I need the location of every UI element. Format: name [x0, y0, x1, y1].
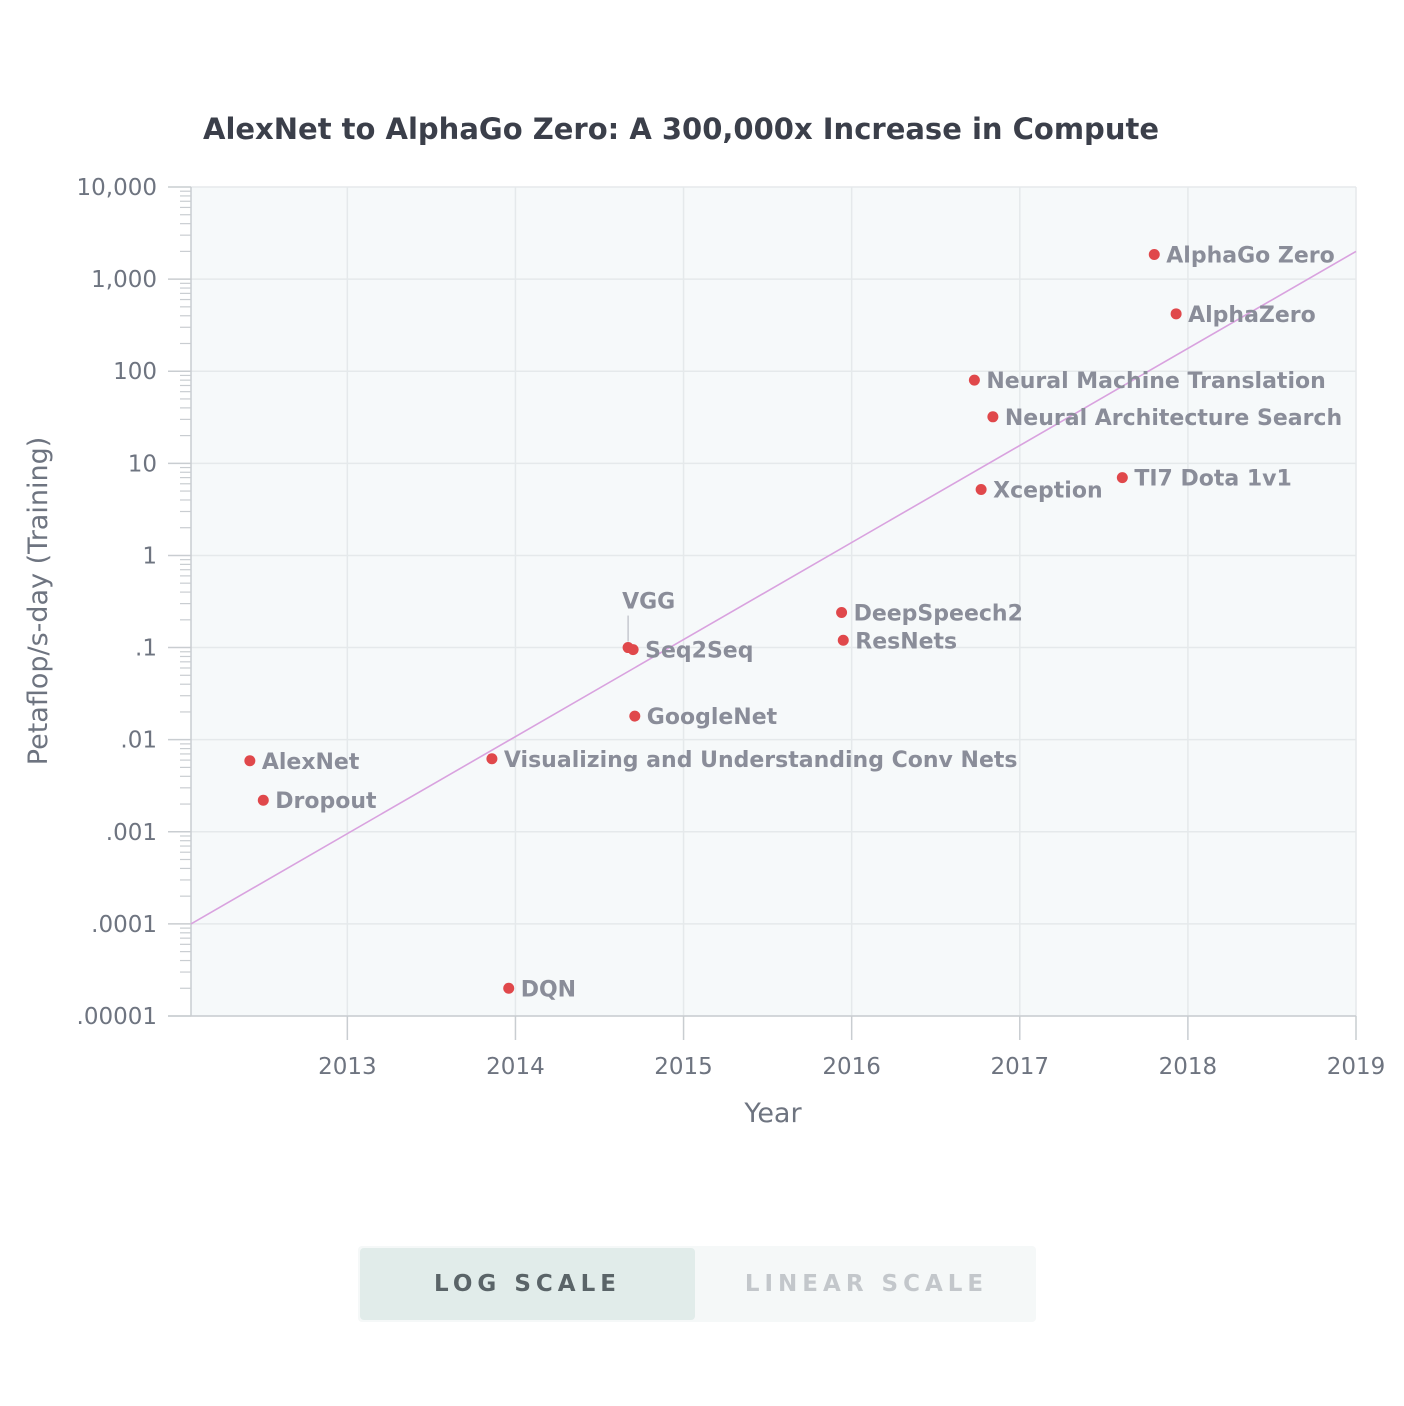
point-label: AlexNet [262, 750, 360, 775]
point-labels: AlexNet Dropout Visualizing and Understand… [262, 244, 1342, 1003]
y-tick-label: 100 [113, 359, 157, 385]
point-label: GoogleNet [647, 705, 778, 730]
y-axis-label: Petaflop/s-day (Training) [23, 437, 54, 765]
point-label: Neural Machine Translation [986, 369, 1325, 394]
y-tick-label: 1 [142, 543, 157, 569]
point-label: DeepSpeech2 [854, 602, 1023, 627]
x-tick-label: 2017 [991, 1054, 1050, 1080]
compute-scatter-chart: AlexNet to AlphaGo Zero: A 300,000x Incr… [23, 112, 1386, 1129]
point-label: Neural Architecture Search [1005, 406, 1342, 431]
data-point [975, 483, 987, 495]
log-scale-button[interactable]: LOG SCALE [360, 1248, 695, 1320]
point-label: VGG [622, 590, 675, 615]
point-label: Seq2Seq [645, 639, 753, 664]
point-label: AlphaZero [1188, 303, 1316, 328]
trend-line-group [190, 250, 1357, 925]
y-tick-label: .0001 [91, 912, 157, 938]
data-point [486, 753, 498, 765]
chart-title: AlexNet to AlphaGo Zero: A 300,000x Incr… [203, 112, 1159, 146]
y-tick-label: 10 [128, 451, 157, 477]
x-tick-label: 2014 [486, 1054, 545, 1080]
data-point [968, 374, 980, 386]
x-tick-label: 2013 [318, 1054, 377, 1080]
data-point [257, 794, 269, 806]
grid-lines [191, 186, 1357, 1017]
data-point [987, 411, 999, 423]
x-axis-label: Year [743, 1098, 802, 1129]
point-label: Xception [993, 478, 1103, 503]
linear-scale-button[interactable]: LINEAR SCALE [744, 1271, 989, 1297]
y-tick-label: .001 [106, 820, 157, 846]
point-label: ResNets [855, 629, 957, 654]
data-point [627, 644, 639, 656]
data-points [244, 249, 1182, 994]
axes: 10,000 1,000 100 10 1 .1 .01 .001 .0001 .00001 201… [77, 175, 1386, 1080]
data-point [244, 755, 256, 767]
y-tick-label: 10,000 [77, 175, 157, 201]
y-tick-label: 1,000 [91, 267, 157, 293]
plot-area [191, 187, 1356, 1016]
x-tick-label: 2019 [1327, 1054, 1386, 1080]
scale-toggle: LOG SCALE LINEAR SCALE [358, 1246, 1036, 1322]
x-tick-label: 2018 [1159, 1054, 1218, 1080]
data-point [836, 607, 848, 619]
y-tick-label: .1 [135, 636, 157, 662]
y-tick-label: .00001 [77, 1004, 157, 1030]
data-point [503, 982, 515, 994]
point-label: DQN [521, 977, 576, 1002]
data-point [629, 710, 641, 722]
data-point [837, 634, 849, 646]
y-tick-label: .01 [120, 728, 157, 754]
data-point [1148, 249, 1160, 261]
trend-line [190, 250, 1357, 925]
data-point [1116, 472, 1128, 484]
x-tick-label: 2015 [654, 1054, 713, 1080]
point-label: Visualizing and Understanding Conv Nets [504, 748, 1018, 773]
data-point [1170, 308, 1182, 320]
point-label: TI7 Dota 1v1 [1134, 467, 1292, 492]
x-tick-label: 2016 [822, 1054, 881, 1080]
point-label: Dropout [275, 789, 377, 814]
point-label: AlphaGo Zero [1166, 244, 1335, 269]
